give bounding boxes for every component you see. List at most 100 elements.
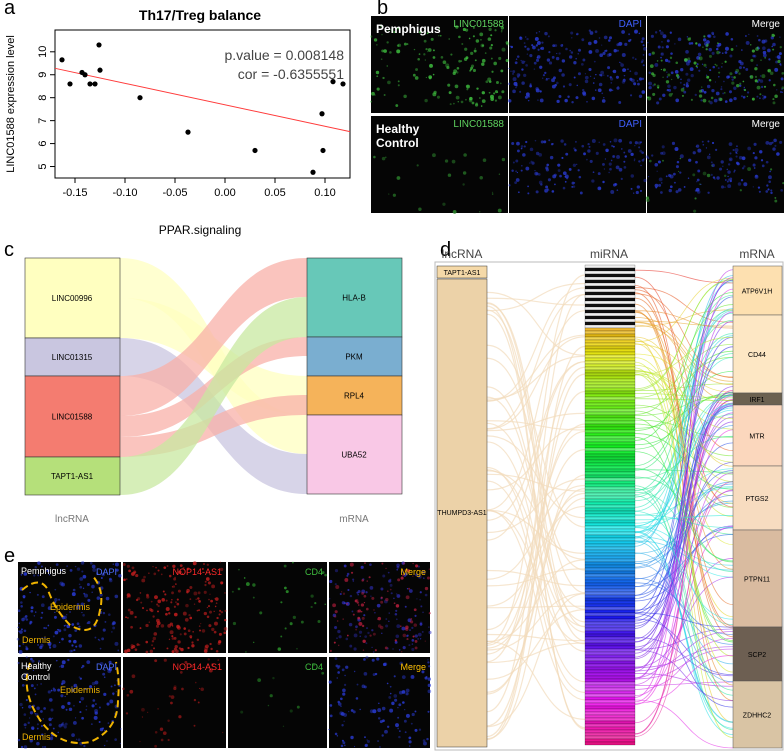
signal-dot — [329, 649, 332, 653]
mirna-node — [584, 669, 636, 674]
mirna-node — [584, 519, 636, 524]
signal-dot — [146, 593, 149, 597]
signal-dot — [369, 709, 374, 714]
signal-dot — [47, 690, 51, 694]
signal-dot — [524, 95, 528, 99]
signal-dot — [94, 636, 97, 639]
signal-dot — [618, 42, 623, 47]
signal-dot — [624, 155, 627, 158]
signal-dot — [34, 611, 37, 613]
signal-dot — [385, 597, 389, 602]
signal-dot — [384, 646, 388, 650]
column-title: lncRNA — [442, 247, 483, 261]
signal-dot — [583, 152, 586, 156]
signal-dot — [85, 708, 88, 711]
signal-dot — [587, 41, 592, 46]
signal-dot — [360, 565, 364, 569]
signal-dot — [516, 75, 520, 78]
signal-dot — [636, 80, 639, 82]
signal-dot — [725, 32, 729, 36]
signal-dot — [773, 83, 776, 87]
signal-dot — [425, 76, 428, 79]
signal-dot — [780, 91, 782, 93]
signal-dot — [466, 88, 469, 91]
signal-dot — [48, 573, 51, 576]
signal-dot — [668, 188, 672, 193]
signal-dot — [750, 58, 754, 62]
signal-dot — [347, 710, 350, 713]
mirna-node — [584, 738, 636, 743]
mirna-node — [584, 711, 636, 716]
signal-dot — [428, 630, 432, 635]
signal-dot — [696, 56, 701, 60]
signal-dot — [751, 97, 755, 101]
signal-dot — [668, 88, 672, 92]
node-label: RPL4 — [344, 392, 365, 401]
signal-dot — [742, 96, 745, 99]
signal-dot — [382, 574, 386, 578]
signal-dot — [78, 583, 81, 586]
signal-dot — [110, 685, 113, 688]
mirna-node — [584, 678, 636, 683]
signal-dot — [680, 68, 684, 72]
mirna-node — [584, 336, 636, 341]
node-label: LINC01588 — [52, 413, 93, 422]
signal-dot — [457, 101, 459, 103]
signal-dot — [738, 66, 742, 70]
signal-dot — [213, 630, 217, 634]
signal-dot — [713, 35, 716, 39]
signal-dot — [68, 633, 72, 638]
signal-dot — [481, 99, 486, 104]
x-tick-label: -0.15 — [62, 187, 87, 199]
signal-dot — [359, 635, 361, 637]
node — [732, 404, 783, 467]
signal-dot — [741, 167, 745, 170]
flow — [120, 258, 307, 416]
signal-dot — [126, 564, 130, 568]
signal-dot — [525, 64, 528, 67]
signal-dot — [182, 611, 187, 616]
signal-dot — [702, 171, 707, 176]
link — [634, 309, 734, 327]
mirna-node — [584, 348, 636, 353]
signal-dot — [469, 69, 472, 72]
signal-dot — [386, 725, 390, 728]
signal-dot — [494, 29, 497, 32]
signal-dot — [78, 676, 81, 678]
signal-dot — [730, 38, 734, 41]
signal-dot — [42, 746, 44, 748]
signal-dot — [112, 693, 115, 696]
mirna-node — [584, 531, 636, 536]
signal-dot — [763, 95, 767, 99]
image-tile — [228, 562, 327, 653]
signal-dot — [674, 43, 676, 45]
signal-dot — [23, 572, 28, 576]
signal-dot — [603, 168, 606, 170]
signal-dot — [638, 146, 641, 149]
mirna-node — [584, 720, 636, 725]
signal-dot — [374, 612, 376, 614]
signal-dot — [660, 68, 662, 71]
signal-dot — [398, 649, 401, 651]
signal-dot — [375, 70, 380, 75]
signal-dot — [21, 684, 25, 687]
signal-dot — [655, 186, 658, 189]
signal-dot — [598, 37, 601, 39]
signal-dot — [724, 60, 727, 63]
x-tick-label: -0.10 — [112, 187, 137, 199]
mirna-node — [584, 510, 636, 515]
signal-dot — [673, 85, 677, 90]
node-label: LINC00996 — [52, 294, 93, 303]
node — [24, 375, 121, 458]
signal-dot — [412, 562, 414, 565]
flow — [120, 297, 307, 495]
signal-dot — [71, 688, 75, 693]
mirna-node — [584, 303, 636, 308]
signal-dot — [184, 660, 188, 664]
signal-dot — [633, 82, 637, 86]
signal-dot — [109, 699, 114, 704]
signal-dot — [334, 625, 338, 630]
signal-dot — [586, 158, 588, 161]
signal-dot — [16, 637, 20, 641]
row-label: Healthy Control — [376, 122, 420, 150]
